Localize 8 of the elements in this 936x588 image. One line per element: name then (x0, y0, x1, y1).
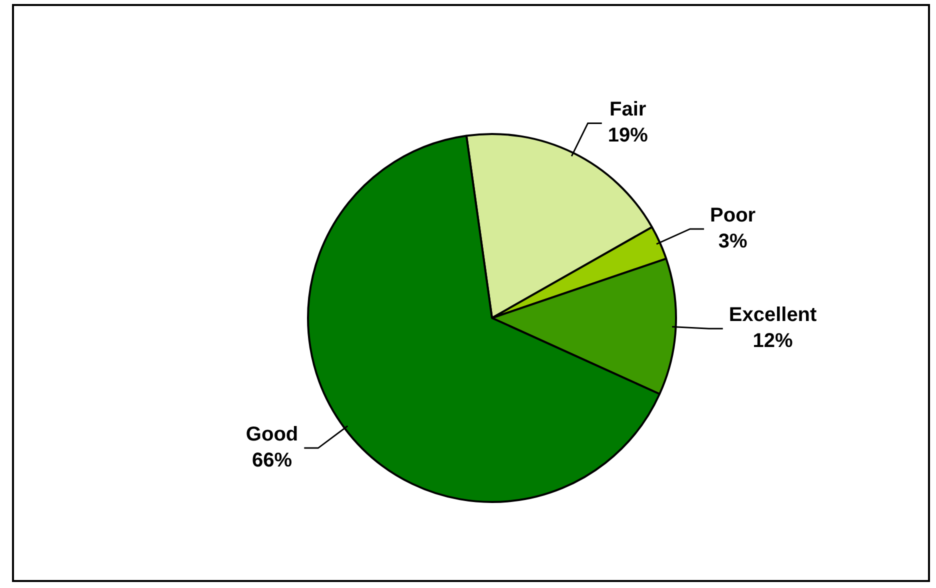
data-label: 19% (608, 124, 648, 147)
data-label: 3% (718, 230, 748, 253)
data-label: 66% (252, 450, 292, 472)
slice-label: Excellent (728, 304, 818, 326)
data-label: 12% (752, 330, 793, 352)
slice-label: Fair (610, 98, 646, 121)
slice-label: Good (246, 424, 298, 446)
slice-label: Poor (710, 204, 756, 227)
